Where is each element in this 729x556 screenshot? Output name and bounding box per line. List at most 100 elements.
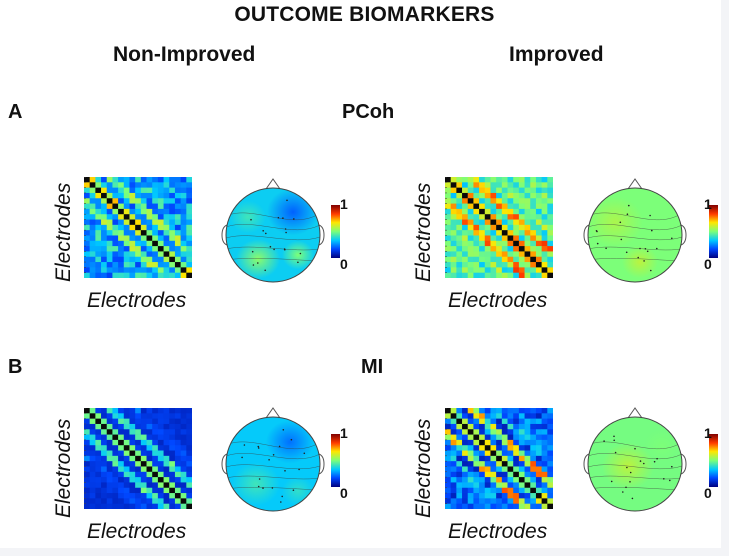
matrix-cell: [524, 445, 531, 451]
matrix-cell: [163, 272, 170, 278]
matrix-cell: [123, 461, 130, 467]
matrix-cell: [112, 192, 119, 199]
matrix-cell: [462, 198, 469, 204]
electrode-marker: [650, 269, 652, 272]
matrix-cell: [535, 455, 542, 462]
matrix-cell: [146, 203, 153, 210]
matrix-cell: [530, 267, 537, 273]
matrix-cell: [473, 471, 480, 478]
matrix-cell: [456, 240, 463, 247]
matrix-cell: [169, 455, 176, 462]
matrix-cell: [490, 429, 497, 435]
matrix-cell: [547, 177, 553, 183]
matrix-cell: [169, 477, 176, 483]
matrix-cell: [479, 219, 486, 226]
matrix-cell: [140, 493, 147, 499]
matrix-cell: [123, 219, 130, 226]
matrix-cell: [524, 262, 531, 268]
matrix-cell: [180, 208, 187, 215]
matrix-cell: [462, 413, 469, 419]
matrix-cell: [479, 413, 486, 419]
matrix-cell: [479, 487, 486, 494]
matrix-cell: [530, 439, 537, 446]
matrix-cell: [146, 177, 153, 183]
matrix-cell: [157, 498, 164, 504]
matrix-cell: [152, 445, 159, 451]
matrix-cell: [518, 461, 525, 467]
matrix-cell: [84, 198, 90, 204]
matrix-cell: [118, 230, 125, 236]
matrix-cell: [174, 214, 181, 220]
matrix-cell: [445, 487, 451, 494]
matrix-cell: [541, 471, 548, 478]
matrix-cell: [186, 182, 192, 188]
matrix-cell: [106, 262, 113, 268]
matrix-cell: [496, 439, 503, 446]
electrode-marker: [656, 247, 658, 250]
matrix-cell: [462, 482, 469, 489]
matrix-cell: [95, 230, 102, 236]
matrix-cell: [547, 487, 553, 494]
matrix-cell: [163, 471, 170, 478]
matrix-cell: [163, 246, 170, 252]
matrix-cell: [174, 267, 181, 273]
matrix-cell: [95, 461, 102, 467]
matrix-cell: [524, 482, 531, 489]
colorbar: [331, 205, 340, 258]
matrix-cell: [450, 235, 457, 242]
matrix-cell: [95, 445, 102, 451]
matrix-cell: [456, 192, 463, 199]
matrix-cell: [450, 418, 457, 425]
matrix-cell: [547, 187, 553, 194]
matrix-cell: [484, 262, 491, 268]
matrix-cell: [518, 219, 525, 226]
matrix-cell: [84, 450, 90, 457]
matrix-cell: [462, 267, 469, 273]
electrode-marker: [282, 217, 284, 219]
matrix-cell: [535, 503, 542, 509]
matrix-cell: [106, 267, 113, 273]
matrix-cell: [101, 423, 108, 430]
matrix-cell: [530, 434, 537, 441]
matrix-cell: [484, 256, 491, 263]
matrix-cell: [135, 487, 142, 494]
electrode-marker: [622, 491, 624, 493]
topography-field: [236, 239, 280, 279]
matrix-cell: [507, 439, 514, 446]
matrix-cell: [462, 187, 469, 194]
matrix-cell: [101, 203, 108, 210]
matrix-cell: [535, 224, 542, 231]
matrix-cell: [135, 246, 142, 252]
matrix-cell: [152, 450, 159, 457]
contour-line: [226, 453, 320, 460]
matrix-cell: [118, 413, 125, 419]
matrix-cell: [445, 235, 451, 242]
matrix-cell: [496, 408, 503, 414]
matrix-cell: [106, 471, 113, 478]
matrix-cell: [484, 235, 491, 242]
matrix-cell: [180, 203, 187, 210]
electrode-marker: [605, 247, 607, 250]
matrix-cell: [95, 182, 102, 188]
matrix-cell: [84, 208, 90, 215]
matrix-cell: [513, 246, 520, 252]
matrix-cell: [479, 192, 486, 199]
matrix-cell: [140, 466, 147, 473]
matrix-cell: [174, 487, 181, 494]
matrix-cell: [445, 208, 451, 215]
electrode-marker: [257, 447, 260, 449]
matrix-cell: [541, 177, 548, 183]
matrix-cell: [462, 256, 469, 263]
matrix-cell: [101, 503, 108, 509]
matrix-cell: [129, 187, 136, 194]
matrix-cell: [518, 262, 525, 268]
matrix-cell: [129, 235, 136, 242]
matrix-cell: [140, 418, 147, 425]
matrix-cell: [524, 477, 531, 483]
matrix-cell: [89, 477, 96, 483]
matrix-cell: [186, 224, 192, 231]
matrix-cell: [169, 224, 176, 231]
matrix-cell: [445, 198, 451, 204]
matrix-cell: [535, 487, 542, 494]
electrode-marker: [628, 204, 630, 207]
